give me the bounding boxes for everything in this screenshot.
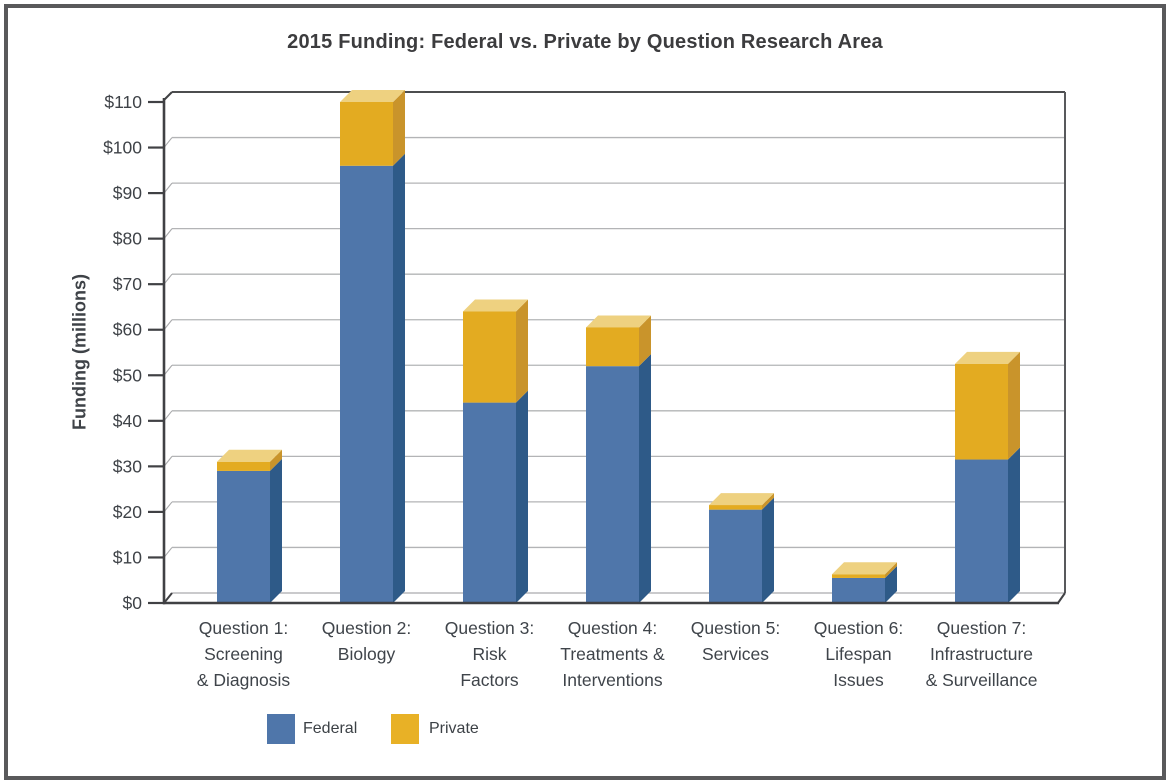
bar-q3-federal-side	[516, 390, 528, 603]
bar-q5-federal-side	[762, 497, 774, 603]
bar-q2-private-segment	[340, 102, 393, 166]
axis-bottom-left-bevel	[163, 592, 173, 604]
bar-q7-federal-segment	[955, 459, 1008, 603]
bar-q7-private-segment	[955, 363, 1008, 460]
bar-q2-top-face	[340, 90, 405, 103]
y-tick-label: $10	[113, 547, 142, 567]
y-tick-label: $80	[113, 229, 142, 249]
y-tick-connector	[163, 182, 173, 194]
y-tick-connector	[163, 456, 173, 467]
legend-swatch-federal	[267, 714, 295, 744]
bar-q6-top-face	[832, 562, 897, 575]
bar-q4-federal-segment	[586, 366, 639, 603]
bar-q3-private-segment	[463, 311, 516, 403]
y-tick-connector	[163, 137, 173, 148]
x-axis-label-q7: Question 7: Infrastructure & Surveillance	[925, 618, 1038, 690]
bar-q3-federal-segment	[463, 402, 516, 603]
chart-title: 2015 Funding: Federal vs. Private by Que…	[287, 31, 883, 53]
legend-swatch-private	[391, 714, 419, 744]
bar-q6-private-segment	[832, 574, 885, 578]
y-tick-connector	[163, 273, 173, 285]
x-axis-label-q3: Question 3: Risk Factors	[444, 618, 535, 690]
bar-q2-private-side	[393, 90, 405, 166]
bar-q5-top-face	[709, 493, 774, 506]
x-axis-label-q6: Question 6: Lifespan Issues	[813, 618, 904, 690]
bar-q4-private-segment	[586, 327, 639, 367]
bar-q4-federal-side	[639, 354, 651, 603]
bar-q6-private-side	[885, 562, 897, 578]
bar-q4-private-side	[639, 315, 651, 367]
axis-bottom-right-bevel	[1057, 592, 1066, 604]
legend-label-federal: Federal	[303, 720, 358, 737]
y-tick-connector	[163, 501, 173, 513]
bar-q1-top-face	[217, 449, 282, 462]
bar-q3-private-side	[516, 299, 528, 403]
bar-q1-federal-segment	[217, 470, 270, 603]
axis-top-left-bevel	[163, 91, 173, 101]
bar-q6-federal-side	[885, 565, 897, 603]
x-axis-label-q5: Question 5: Services	[690, 618, 781, 664]
bar-q1-private-side	[270, 449, 282, 471]
y-tick-connector	[163, 364, 173, 376]
y-tick-connector	[163, 228, 173, 239]
x-axis-label-q4: Question 4: Treatments & Interventions	[560, 618, 665, 690]
bar-q2-federal-segment	[340, 165, 393, 603]
y-tick-label: $90	[113, 183, 142, 203]
y-tick-label: $60	[113, 320, 142, 340]
bar-q3-top-face	[463, 299, 528, 312]
bar-q7-top-face	[955, 351, 1020, 364]
bar-q6-federal-segment	[832, 577, 885, 603]
bar-q2-federal-side	[393, 153, 405, 603]
y-tick-label: $100	[103, 138, 142, 158]
y-tick-connector	[163, 547, 173, 558]
y-tick-label: $50	[113, 365, 142, 385]
y-tick-label: $0	[123, 593, 143, 613]
legend-label-private: Private	[429, 720, 479, 737]
y-tick-connector	[163, 319, 173, 331]
bar-q5-private-side	[762, 493, 774, 510]
x-axis-label-q2: Question 2: Biology	[321, 618, 412, 664]
y-tick-label: $70	[113, 274, 142, 294]
bar-q1-federal-side	[270, 458, 282, 603]
bar-q5-private-segment	[709, 505, 762, 510]
bar-q1-private-segment	[217, 461, 270, 471]
bar-q7-private-side	[1008, 351, 1020, 460]
y-tick-label: $30	[113, 456, 142, 476]
y-tick-label: $20	[113, 502, 142, 522]
y-tick-label: $40	[113, 411, 142, 431]
bar-q7-federal-side	[1008, 447, 1020, 603]
bar-q5-federal-segment	[709, 509, 762, 603]
bar-q4-top-face	[586, 315, 651, 328]
y-tick-label: $110	[104, 92, 142, 112]
x-axis-label-q1: Question 1: Screening & Diagnosis	[196, 618, 291, 690]
y-tick-connector	[163, 410, 173, 422]
